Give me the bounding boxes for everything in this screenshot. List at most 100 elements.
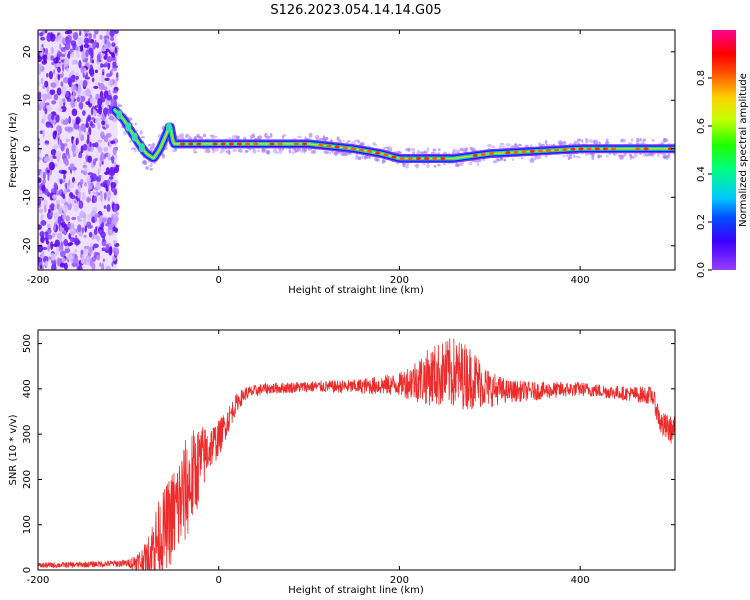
y-tick-label: 0 [22,567,33,573]
colorbar: 0.0 0.2 0.4 0.6 0.8 Normalized spectral ampl… [696,30,749,278]
noise-speck [61,257,66,263]
noise-speck [110,140,116,145]
noise-speck [63,262,68,270]
noise-speck [109,30,115,38]
noise-speck [52,130,57,140]
ridge-halo [498,145,502,149]
ridge-halo [236,135,240,139]
noise-speck [94,30,98,33]
x-axis-ticks: -200 0 200 400 [27,30,590,286]
ridge-peak [480,152,486,157]
ridge-halo [118,104,123,108]
noise-speck [99,34,103,40]
ridge-halo [291,151,295,155]
noise-speck [62,97,66,103]
noise-speck [82,72,85,78]
ridge-halo [633,152,638,158]
noise-speck [106,204,111,212]
ridge-halo [308,137,311,141]
ridge-halo [619,154,624,160]
noise-speck [53,205,57,210]
noise-speck [105,132,112,138]
noise-speck [75,196,78,200]
noise-speck [41,60,47,65]
noise-speck [96,53,101,61]
noise-speck [82,248,89,255]
noise-speck [96,60,99,65]
ridge-halo [644,153,650,157]
ridge-halo [635,137,640,143]
noise-speck [46,52,51,61]
ridge-halo [622,138,627,143]
ridge-halo [148,164,152,167]
noise-speck [49,33,56,42]
ridge-halo [577,155,581,159]
ridge-halo [501,145,506,148]
noise-speck [100,182,107,187]
noise-speck [71,59,75,66]
ridge-halo [221,147,225,151]
frequency-ridge [110,103,675,171]
noise-speck [85,101,90,105]
ridge-halo [308,132,313,138]
noise-speck [74,249,77,253]
ridge-halo [257,149,260,152]
ridge-peak [350,147,356,151]
ridge-peak [358,148,364,152]
figure-title: S126.2023.054.14.14.G05 [270,3,441,18]
noise-speck [87,180,91,185]
noise-speck [67,202,72,211]
noise-speck [85,33,88,37]
noise-speck [39,130,44,134]
noise-speck [56,125,62,133]
noise-speck [83,167,89,172]
noise-speck [67,252,73,261]
ridge-halo [514,142,517,146]
ridge-halo [252,149,257,154]
noise-speck [68,115,71,125]
noise-speck [92,243,99,249]
noise-speck [101,120,106,126]
noise-speck [67,77,72,86]
noise-speck [103,147,109,152]
ridge-halo [487,143,492,148]
x-tick-label: -200 [27,275,50,286]
ridge-halo [575,155,579,158]
noise-speck [113,161,117,168]
ridge-peak [326,144,332,148]
x-tick-label: 0 [216,575,222,586]
noise-speck [40,236,45,244]
noise-speck [81,195,88,201]
noise-speck [50,46,54,55]
noise-speck [53,93,59,101]
ridge-halo [336,136,340,141]
x-tick-label: 400 [571,275,590,286]
noise-speck [71,108,78,117]
noise-speck [89,182,94,186]
noise-speck [113,94,118,101]
ridge-halo [499,142,505,146]
ridge-halo [464,147,469,151]
ridge-halo [459,147,464,152]
noise-speck [80,123,86,132]
noise-speck [43,199,48,208]
noise-speck [67,51,71,57]
ridge-halo [149,167,153,171]
ridge-halo [591,154,595,160]
ridge-blob [166,122,173,132]
noise-speck [59,179,63,185]
noise-speck [72,31,79,41]
ridge-halo [529,158,535,163]
noise-speck [102,107,109,115]
ridge-peak [562,148,568,152]
noise-speck [79,152,83,159]
noise-speck [83,37,90,45]
noise-speck [102,112,105,119]
noise-speck [61,53,66,57]
ridge-halo [351,141,356,145]
noise-speck [63,239,69,247]
noise-speck [87,114,92,122]
y-axis-label: SNR (10 * v/v) [8,414,19,485]
y-tick-label: -20 [22,238,33,254]
noise-speck [50,241,54,250]
